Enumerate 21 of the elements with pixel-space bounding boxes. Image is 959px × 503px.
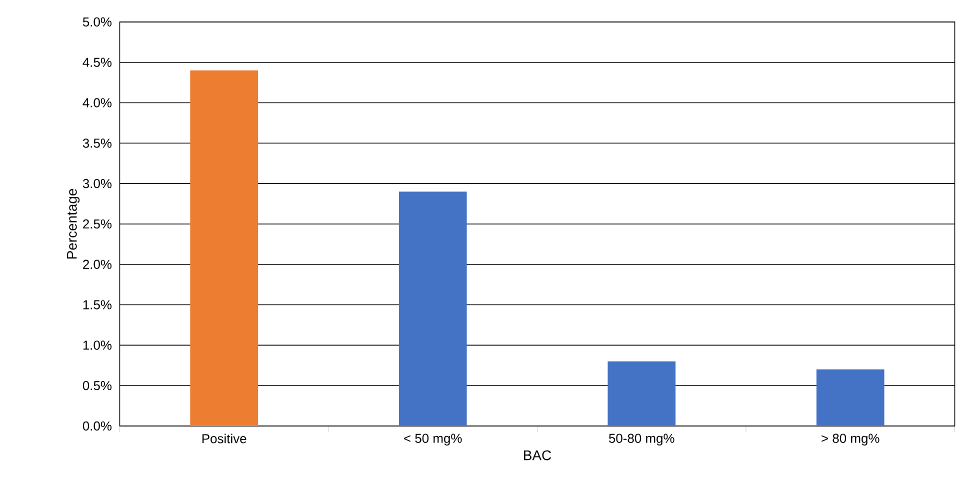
y-tick-label: 3.5% [82,138,112,148]
y-tick-label: 0.5% [82,381,112,390]
bar [398,192,467,426]
bar [816,370,884,426]
y-tick-label: 1.5% [83,300,112,310]
y-tick-label: 4.5% [82,58,112,68]
x-tick-label: Positive [202,434,246,444]
x-tick-label: > 80 mg% [822,434,880,446]
y-tick-label: 3.0% [82,179,112,188]
y-tick-label: 1.0% [83,340,112,350]
y-tick-label: 0.0% [82,421,112,431]
bar [608,361,676,426]
y-tick-label: 2.0% [83,260,112,270]
y-tick-label: 4.0% [82,98,112,108]
x-axis-title: BAC [524,450,552,460]
x-tick-label: < 50 mg% [404,434,462,446]
x-tick-label: 50-80 mg% [608,434,674,446]
y-tick-label: 2.5% [83,219,112,229]
y-tick-label: 5.0% [82,17,112,27]
y-axis-title: Percentage [67,188,80,259]
bar [190,70,258,426]
